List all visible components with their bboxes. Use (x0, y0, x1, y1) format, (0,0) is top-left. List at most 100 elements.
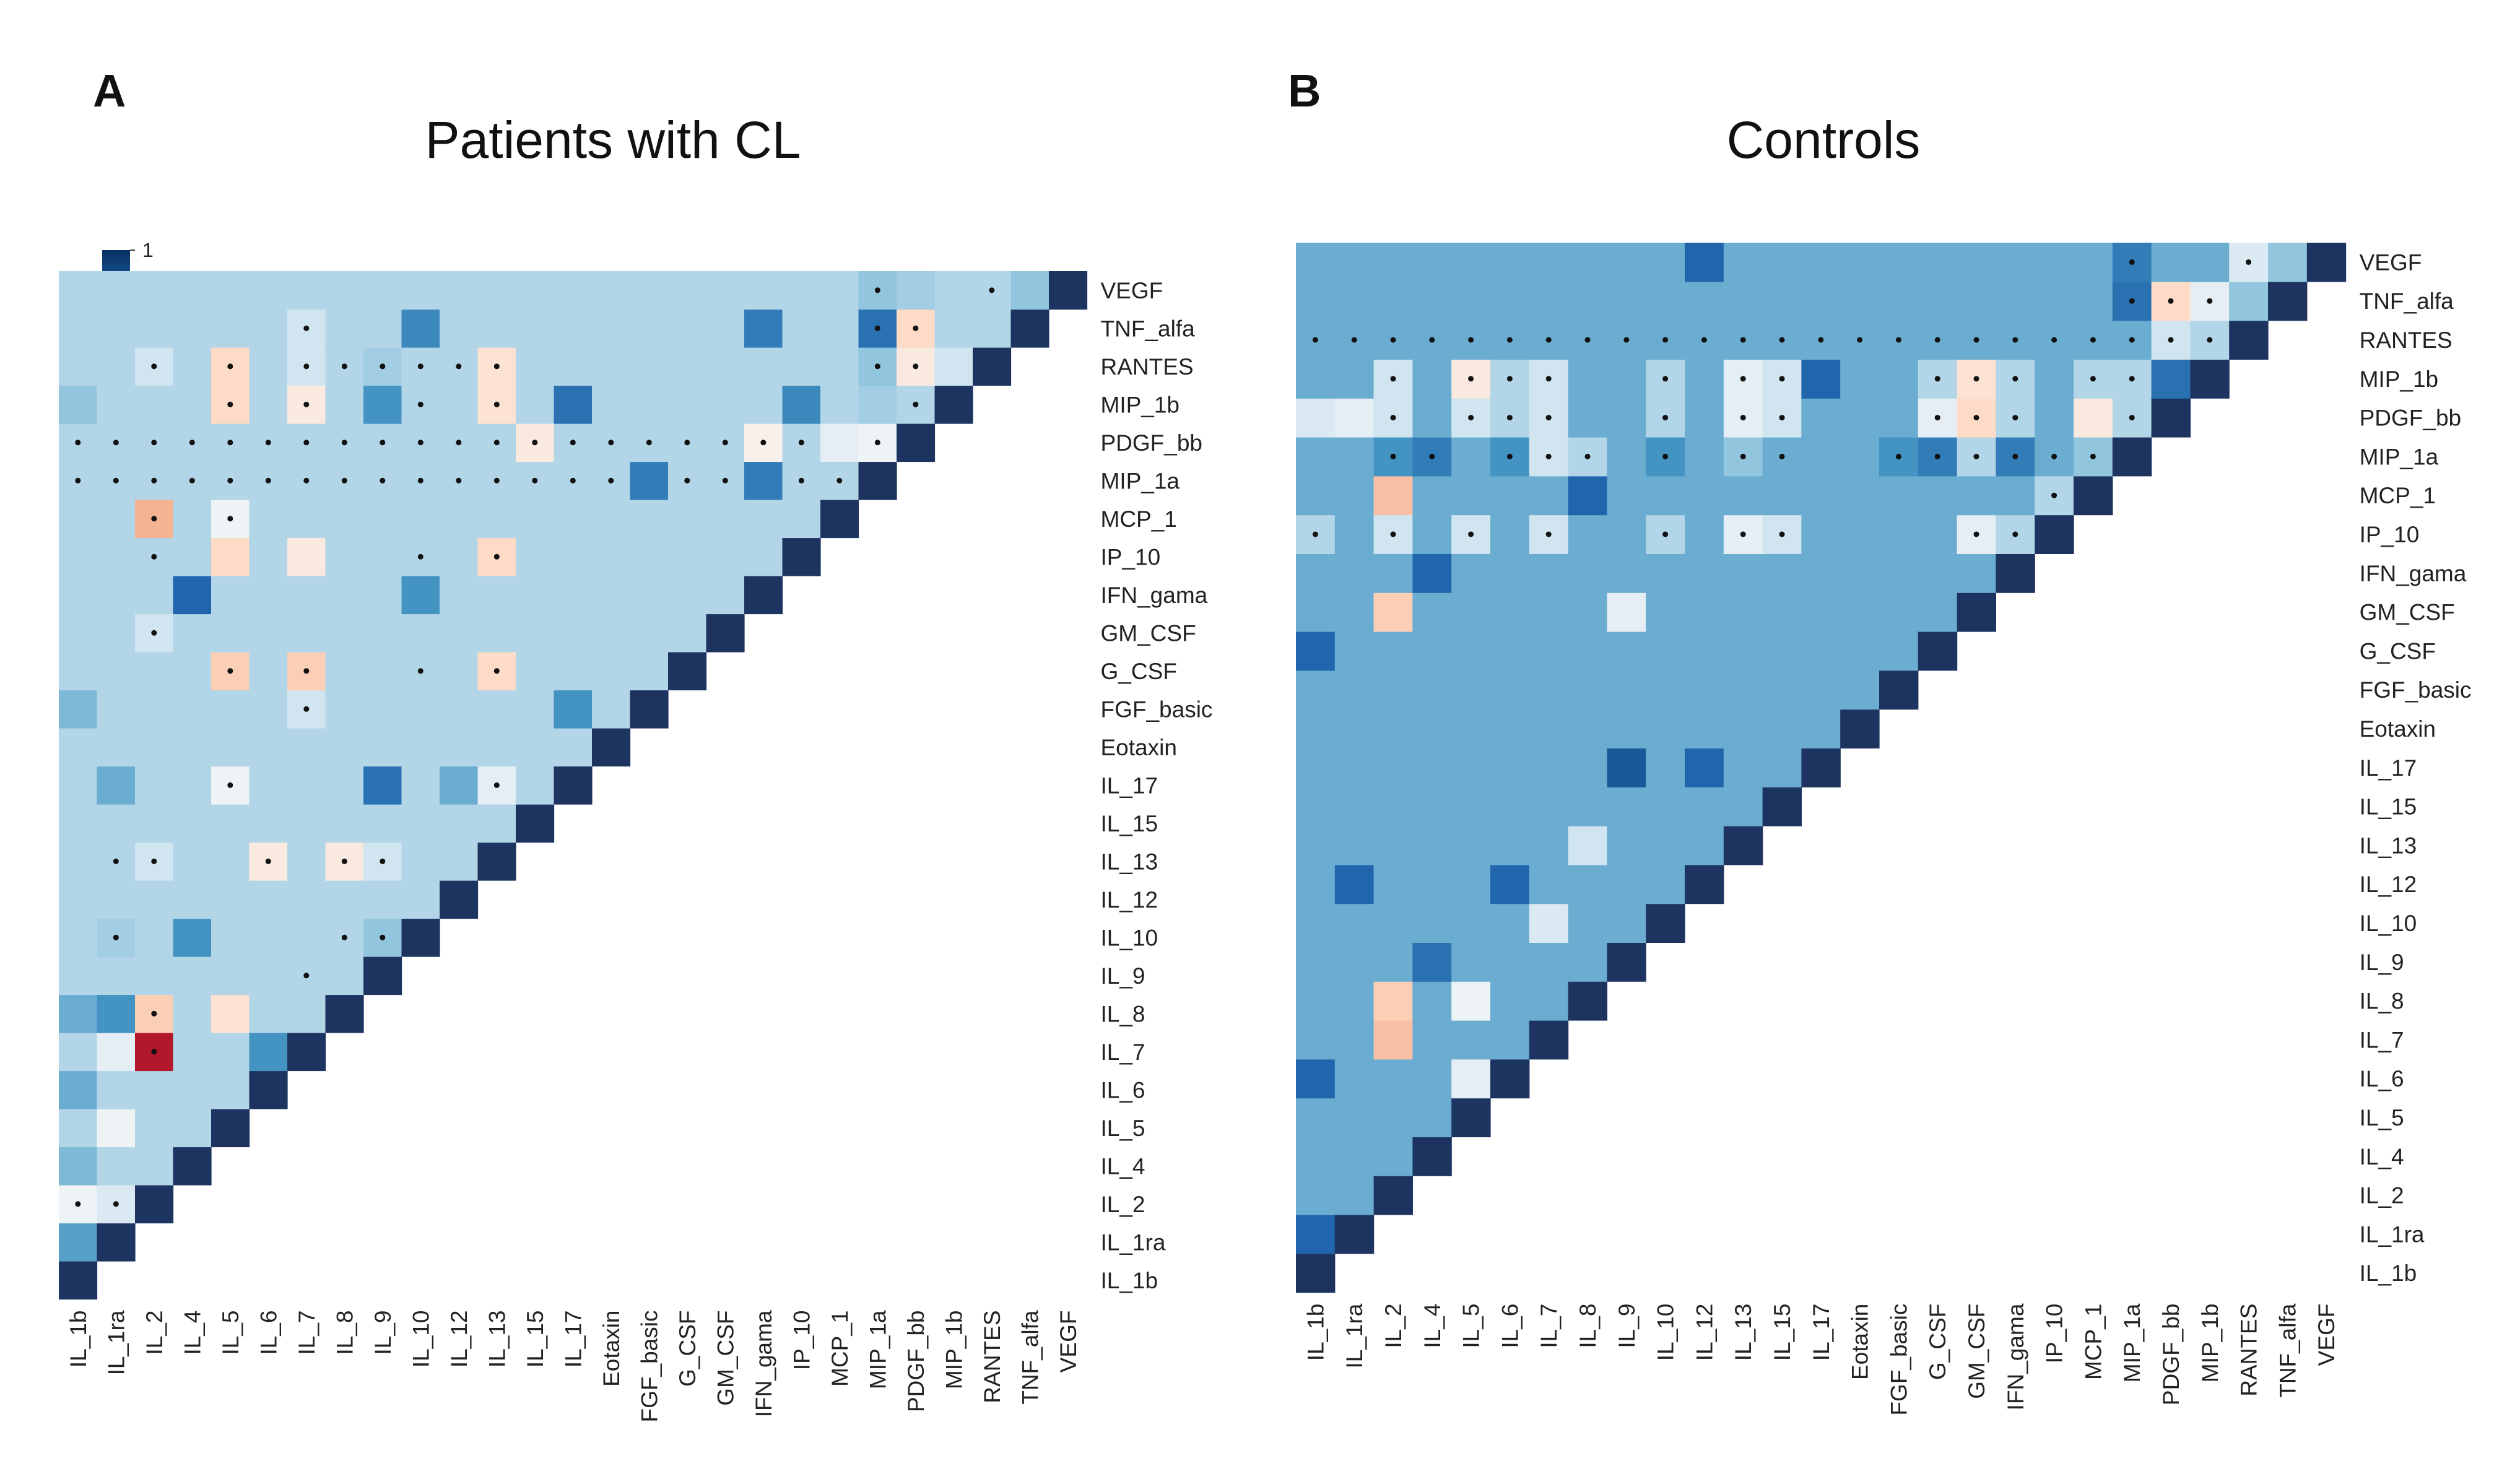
heatmap-cell (135, 956, 174, 995)
heatmap-cell (2035, 243, 2074, 282)
heatmap-cell (97, 309, 136, 348)
column-label: IL_12 (446, 1311, 472, 1368)
heatmap-cell (59, 537, 98, 576)
heatmap-cell (249, 576, 288, 615)
significance-dot (1545, 376, 1552, 382)
heatmap-cell (1723, 709, 1763, 748)
heatmap-cell (1879, 592, 1919, 632)
heatmap-cell (211, 842, 250, 881)
heatmap-cell (1296, 1098, 1336, 1137)
heatmap-cell (1607, 475, 1646, 516)
row-label: IFN_gama (1101, 583, 1208, 608)
heatmap-cell (173, 994, 212, 1033)
heatmap-cell (59, 614, 98, 653)
heatmap-cell (1412, 281, 1452, 321)
column-label: MIP_1b (941, 1311, 967, 1390)
heatmap-cell (706, 385, 745, 424)
significance-dot (532, 477, 538, 484)
heatmap-cell (630, 347, 669, 386)
diagonal-cell (1412, 1137, 1452, 1176)
row-label: IL_4 (1101, 1153, 1145, 1179)
heatmap-cell (59, 1033, 98, 1072)
heatmap-cell (249, 500, 288, 539)
heatmap-cell (1607, 281, 1646, 321)
heatmap-cell (135, 690, 174, 729)
significance-dot (684, 477, 690, 484)
heatmap-cell (1334, 903, 1375, 943)
heatmap-cell (211, 804, 250, 843)
heatmap-cell (1296, 942, 1336, 982)
diagonal-cell (706, 614, 745, 653)
column-label: MIP_1b (2197, 1304, 2223, 1383)
row-label: Eotaxin (2360, 716, 2436, 742)
row-label: IL_10 (2360, 911, 2417, 936)
heatmap-cell (668, 537, 707, 576)
heatmap-cell (1607, 748, 1646, 787)
heatmap-cell (325, 576, 364, 615)
heatmap-cell (1296, 398, 1336, 438)
row-label: IL_12 (1101, 887, 1158, 913)
diagonal-cell (1918, 631, 1958, 671)
significance-dot (836, 477, 843, 484)
heatmap-cell (1490, 592, 1530, 632)
diagonal-cell (973, 347, 1012, 386)
heatmap-cell (1918, 281, 1958, 321)
heatmap-cell (1373, 903, 1413, 943)
heatmap-cell (97, 385, 136, 424)
heatmap-cell (249, 766, 288, 805)
significance-dot (380, 440, 386, 446)
heatmap-cell (1490, 514, 1530, 554)
heatmap-cell (1334, 631, 1375, 671)
heatmap-cell (1801, 709, 1841, 748)
heatmap-cell (211, 918, 250, 957)
heatmap-cell (1451, 981, 1491, 1021)
heatmap-cell (592, 271, 631, 310)
heatmap-cell (1568, 281, 1607, 321)
significance-dot (151, 516, 157, 522)
heatmap-cell (135, 1109, 174, 1148)
heatmap-cell (59, 1070, 98, 1109)
significance-dot (417, 477, 424, 484)
heatmap-cell (211, 728, 250, 767)
heatmap-cell (1296, 243, 1336, 282)
heatmap-cell (1373, 748, 1413, 787)
diagonal-cell (1334, 1215, 1375, 1254)
column-label: MCP_1 (827, 1311, 853, 1387)
heatmap-cell (1373, 670, 1413, 710)
heatmap-cell (211, 537, 250, 576)
heatmap-cell (1373, 864, 1413, 904)
column-label: IL_4 (1420, 1304, 1445, 1348)
heatmap-cell (1529, 942, 1569, 982)
significance-dot (1506, 376, 1513, 382)
heatmap-cell (1529, 709, 1569, 748)
heatmap-cell (1373, 981, 1413, 1021)
heatmap-cell (135, 918, 174, 957)
heatmap-cell (1840, 592, 1880, 632)
heatmap-cell (477, 500, 516, 539)
heatmap-cell (1801, 553, 1841, 593)
heatmap-cell (1296, 670, 1336, 710)
heatmap-cell (1334, 281, 1375, 321)
heatmap-cell (97, 804, 136, 843)
heatmap-cell (1490, 1020, 1530, 1060)
heatmap-cell (1296, 1215, 1336, 1254)
heatmap-cell (1996, 281, 2035, 321)
heatmap-cell (630, 461, 669, 500)
diagonal-cell (2035, 514, 2074, 554)
significance-dot (341, 440, 347, 446)
heatmap-cell (59, 880, 98, 919)
heatmap-cell (1451, 631, 1491, 671)
heatmap-cell (1296, 437, 1336, 477)
heatmap-cell (1801, 437, 1841, 477)
heatmap-cell (325, 880, 364, 919)
heatmap-cell (592, 500, 631, 539)
significance-dot (2207, 337, 2213, 343)
heatmap-cell (782, 385, 821, 424)
row-label: IL_6 (2360, 1066, 2404, 1091)
diagonal-cell (2074, 475, 2113, 516)
heatmap-cell (1879, 359, 1919, 399)
heatmap-cell (1607, 631, 1646, 671)
heatmap-cell (1296, 1176, 1336, 1215)
heatmap-cell (1529, 281, 1569, 321)
row-label: IL_12 (2360, 872, 2417, 897)
